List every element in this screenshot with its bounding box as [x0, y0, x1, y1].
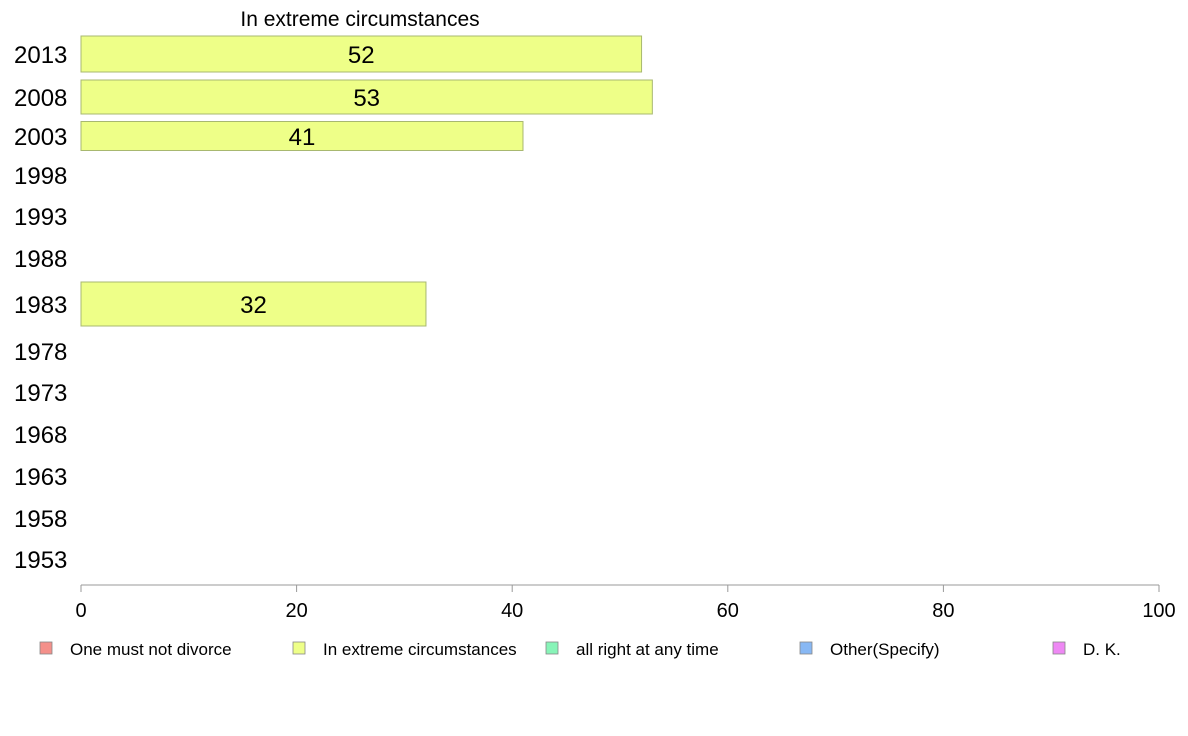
- chart-title: In extreme circumstances: [240, 8, 479, 31]
- bar-value-label: 52: [348, 42, 375, 69]
- legend-swatch: [799, 641, 813, 655]
- legend-label: In extreme circumstances: [323, 640, 517, 659]
- y-tick-label: 1998: [14, 163, 67, 190]
- legend-label: all right at any time: [576, 640, 719, 659]
- y-tick-label: 1968: [14, 422, 67, 449]
- legend-swatch: [39, 641, 53, 655]
- bar: [80, 121, 524, 151]
- y-axis-labels: 2013 2008 2003 1998 1993 1988 1983 1978 1973 1968…: [14, 42, 67, 574]
- bar: [80, 35, 643, 73]
- legend-label: Other(Specify): [830, 640, 940, 659]
- y-tick-label: 1993: [14, 204, 67, 231]
- x-tick-label: 100: [1142, 600, 1175, 622]
- legend-swatch: [292, 641, 306, 655]
- y-tick-label: 1963: [14, 464, 67, 491]
- y-tick-label: 1958: [14, 506, 67, 533]
- x-tick-label: 20: [285, 600, 307, 622]
- x-axis: 0 20 40 60 80 100: [75, 584, 1176, 622]
- x-tick-label: 0: [75, 600, 86, 622]
- x-tick-label: 60: [717, 600, 739, 622]
- bar-value-label: 32: [240, 292, 267, 319]
- y-tick-label: 1973: [14, 380, 67, 407]
- legend-label: One must not divorce: [70, 640, 232, 659]
- y-tick-label: 1988: [14, 246, 67, 273]
- y-tick-label: 2013: [14, 42, 67, 69]
- legend: One must not divorce In extreme circumsta…: [39, 640, 1121, 659]
- legend-swatch: [1052, 641, 1066, 655]
- y-tick-label: 1953: [14, 547, 67, 574]
- legend-swatch: [545, 641, 559, 655]
- bar-value-label: 41: [289, 124, 316, 151]
- bar-value-label: 53: [353, 85, 380, 112]
- y-tick-label: 2003: [14, 124, 67, 151]
- y-tick-label: 1978: [14, 339, 67, 366]
- x-tick-label: 40: [501, 600, 523, 622]
- bar: [80, 79, 653, 115]
- bar: [80, 281, 427, 327]
- y-tick-label: 1983: [14, 292, 67, 319]
- y-tick-label: 2008: [14, 85, 67, 112]
- bars-layer: 52 53 41 32: [80, 35, 653, 327]
- legend-label: D. K.: [1083, 640, 1121, 659]
- x-tick-label: 80: [932, 600, 954, 622]
